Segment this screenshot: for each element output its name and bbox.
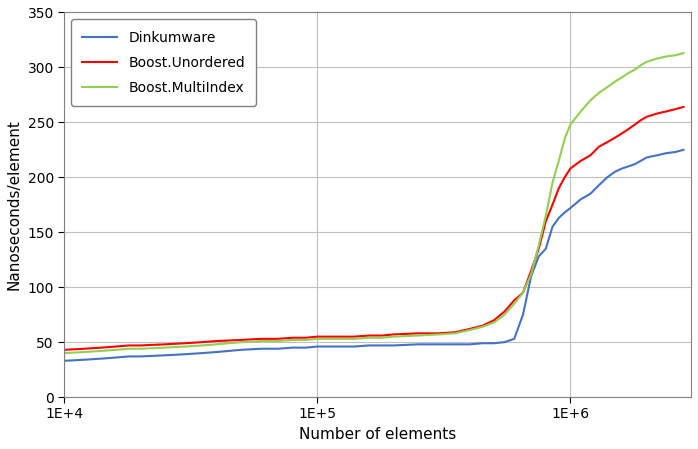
Dinkumware (60, 358, 68, 364)
Dinkumware (549, 224, 557, 229)
Dinkumware (257, 346, 265, 352)
Boost.Unordered (566, 166, 574, 171)
Boost.MultiIndex (313, 336, 322, 342)
Dinkumware (313, 344, 322, 349)
Boost.Unordered (60, 347, 68, 352)
Boost.Unordered (671, 106, 680, 112)
Line: Boost.Unordered: Boost.Unordered (64, 107, 683, 350)
Boost.MultiIndex (257, 339, 265, 344)
Line: Boost.MultiIndex: Boost.MultiIndex (64, 53, 683, 353)
Boost.MultiIndex (60, 350, 68, 356)
Boost.Unordered (549, 202, 557, 207)
Boost.MultiIndex (549, 180, 557, 185)
Boost.Unordered (257, 336, 265, 342)
Legend: Dinkumware, Boost.Unordered, Boost.MultiIndex: Dinkumware, Boost.Unordered, Boost.Multi… (71, 19, 256, 106)
Boost.MultiIndex (671, 53, 680, 58)
Boost.Unordered (313, 334, 322, 339)
Y-axis label: Nanoseconds/element: Nanoseconds/element (7, 119, 22, 290)
Boost.MultiIndex (566, 122, 574, 127)
Boost.Unordered (333, 334, 341, 339)
Dinkumware (679, 147, 688, 153)
Line: Dinkumware: Dinkumware (64, 150, 683, 361)
Boost.MultiIndex (333, 336, 341, 342)
Dinkumware (333, 344, 341, 349)
X-axis label: Number of elements: Number of elements (299, 427, 456, 442)
Dinkumware (671, 150, 680, 155)
Boost.Unordered (679, 104, 688, 110)
Boost.MultiIndex (679, 50, 688, 56)
Dinkumware (566, 205, 574, 211)
